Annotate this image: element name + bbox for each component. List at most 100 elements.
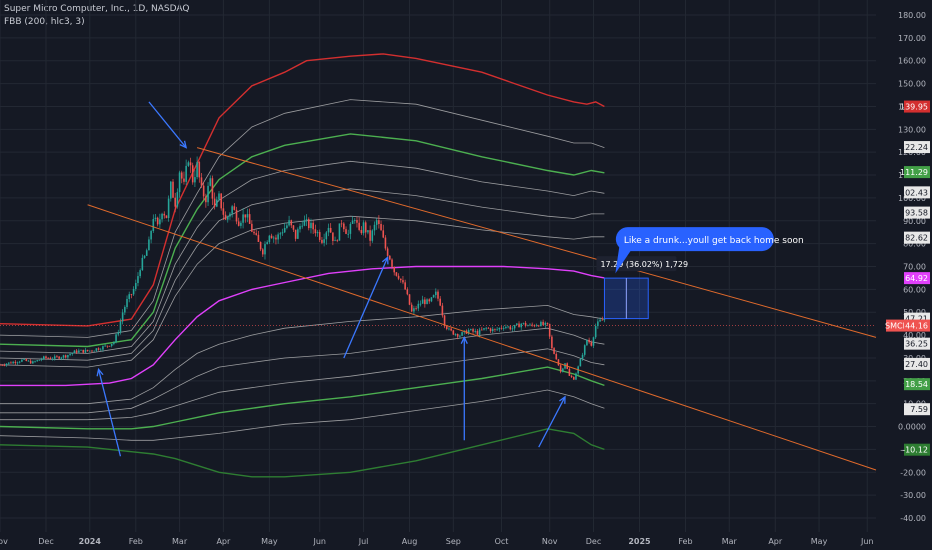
candle-body — [180, 172, 183, 179]
candle-body — [196, 162, 198, 178]
candle-body — [102, 346, 104, 350]
candle-body — [491, 328, 494, 332]
candle-body — [456, 334, 459, 337]
candle-body — [62, 355, 65, 358]
candle-body — [520, 323, 523, 328]
candle-body — [117, 332, 120, 335]
candle-body — [432, 295, 435, 298]
candle-body — [3, 365, 6, 366]
candle-body — [268, 235, 271, 243]
candle-body — [588, 339, 590, 343]
candle-body — [568, 368, 571, 376]
candle-body — [91, 350, 93, 352]
symbol-tag-bg — [886, 319, 904, 332]
candle-body — [402, 280, 404, 283]
candle-body — [211, 178, 214, 199]
price-tag-bg — [904, 319, 930, 332]
candle-body — [200, 177, 203, 186]
candle-body — [518, 323, 520, 328]
candle-body — [502, 327, 505, 329]
candle-body — [281, 232, 284, 234]
price-tick-label: 160.00 — [898, 57, 926, 66]
trendlines[interactable] — [87, 147, 877, 471]
candle-body — [586, 339, 588, 346]
candle-body — [1, 364, 3, 366]
candle-body — [25, 359, 28, 362]
candle-body — [590, 342, 593, 346]
time-tick-label: Mar — [722, 537, 738, 546]
annotation-callout[interactable]: Like a drunk...youll get back home soon — [615, 227, 804, 274]
candle-body — [264, 244, 266, 255]
candle-body — [441, 305, 444, 316]
candle-body — [16, 362, 19, 364]
candle-body — [599, 319, 601, 322]
candle-body — [426, 299, 428, 305]
price-tag-bg — [904, 141, 930, 154]
candle-body — [297, 229, 299, 239]
candle-body — [513, 324, 516, 329]
candle-body — [483, 328, 485, 330]
price-tag: -10.12 — [902, 446, 928, 455]
candle-body — [487, 327, 490, 329]
indicator-label: FBB (200, hlc3, 3) — [4, 17, 85, 27]
candle-body — [384, 237, 387, 249]
candle-body — [266, 242, 268, 245]
candle-body — [421, 299, 424, 304]
candle-body — [145, 250, 148, 256]
candle-body — [47, 357, 49, 359]
candle-body — [183, 178, 185, 182]
candle-body — [389, 255, 391, 260]
candle-body — [213, 198, 216, 207]
time-tick-label: Mar — [172, 537, 188, 546]
candle-body — [367, 230, 369, 233]
candle-body — [382, 230, 385, 238]
price-tag-bg — [904, 378, 930, 391]
candle-body — [386, 248, 389, 256]
candle-body — [14, 361, 17, 364]
candle-body — [253, 231, 255, 234]
candle-body — [540, 321, 542, 327]
time-axis[interactable]: Nov Dec 2024 Feb Mar Apr May Jun Jul Aug Sep Oct Nov… — [0, 537, 873, 546]
candle-body — [163, 213, 166, 216]
measure-tool[interactable]: 17.29 (36.02%) 1,729 — [596, 256, 688, 320]
candle-body — [292, 225, 295, 230]
candle-body — [226, 216, 229, 220]
time-tick-label: 2024 — [79, 537, 102, 546]
candle-body — [395, 272, 398, 276]
candle-body — [301, 225, 304, 227]
candle-body — [95, 348, 98, 351]
candle-body — [290, 220, 293, 226]
price-tag: 44.16 — [905, 322, 928, 331]
candle-body — [437, 291, 439, 299]
candle-body — [428, 299, 431, 302]
price-tick-label: 180.00 — [898, 11, 926, 20]
candle-body — [205, 196, 207, 203]
candle-body — [23, 359, 25, 360]
arrow-head — [179, 140, 188, 149]
candle-body — [218, 193, 220, 200]
candle-body — [397, 275, 400, 279]
bollinger-bands — [0, 53, 605, 478]
candle-body — [69, 353, 71, 355]
candle-body — [575, 373, 577, 380]
candle-body — [220, 193, 222, 209]
candle-body — [572, 377, 575, 380]
time-tick-label: 2025 — [628, 537, 651, 546]
candle-body — [419, 303, 422, 305]
price-tick-label: -30.00 — [900, 491, 926, 500]
candle-body — [242, 214, 244, 223]
band-lower-0.618 — [0, 304, 605, 405]
candle-body — [522, 322, 525, 324]
price-tick-label: -40.00 — [900, 514, 926, 523]
candle-body — [106, 345, 109, 347]
candle-body — [448, 328, 450, 330]
time-tick-label: Apr — [768, 537, 783, 546]
candle-body — [349, 223, 352, 234]
candle-body — [461, 332, 463, 336]
candle-body — [557, 359, 560, 366]
candle-body — [380, 223, 382, 231]
candle-body — [51, 358, 54, 360]
band-lower-2.618 — [0, 389, 605, 441]
candle-body — [496, 329, 498, 331]
